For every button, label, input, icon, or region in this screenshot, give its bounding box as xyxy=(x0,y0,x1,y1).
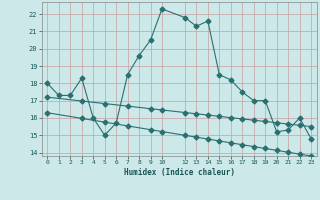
X-axis label: Humidex (Indice chaleur): Humidex (Indice chaleur) xyxy=(124,168,235,177)
